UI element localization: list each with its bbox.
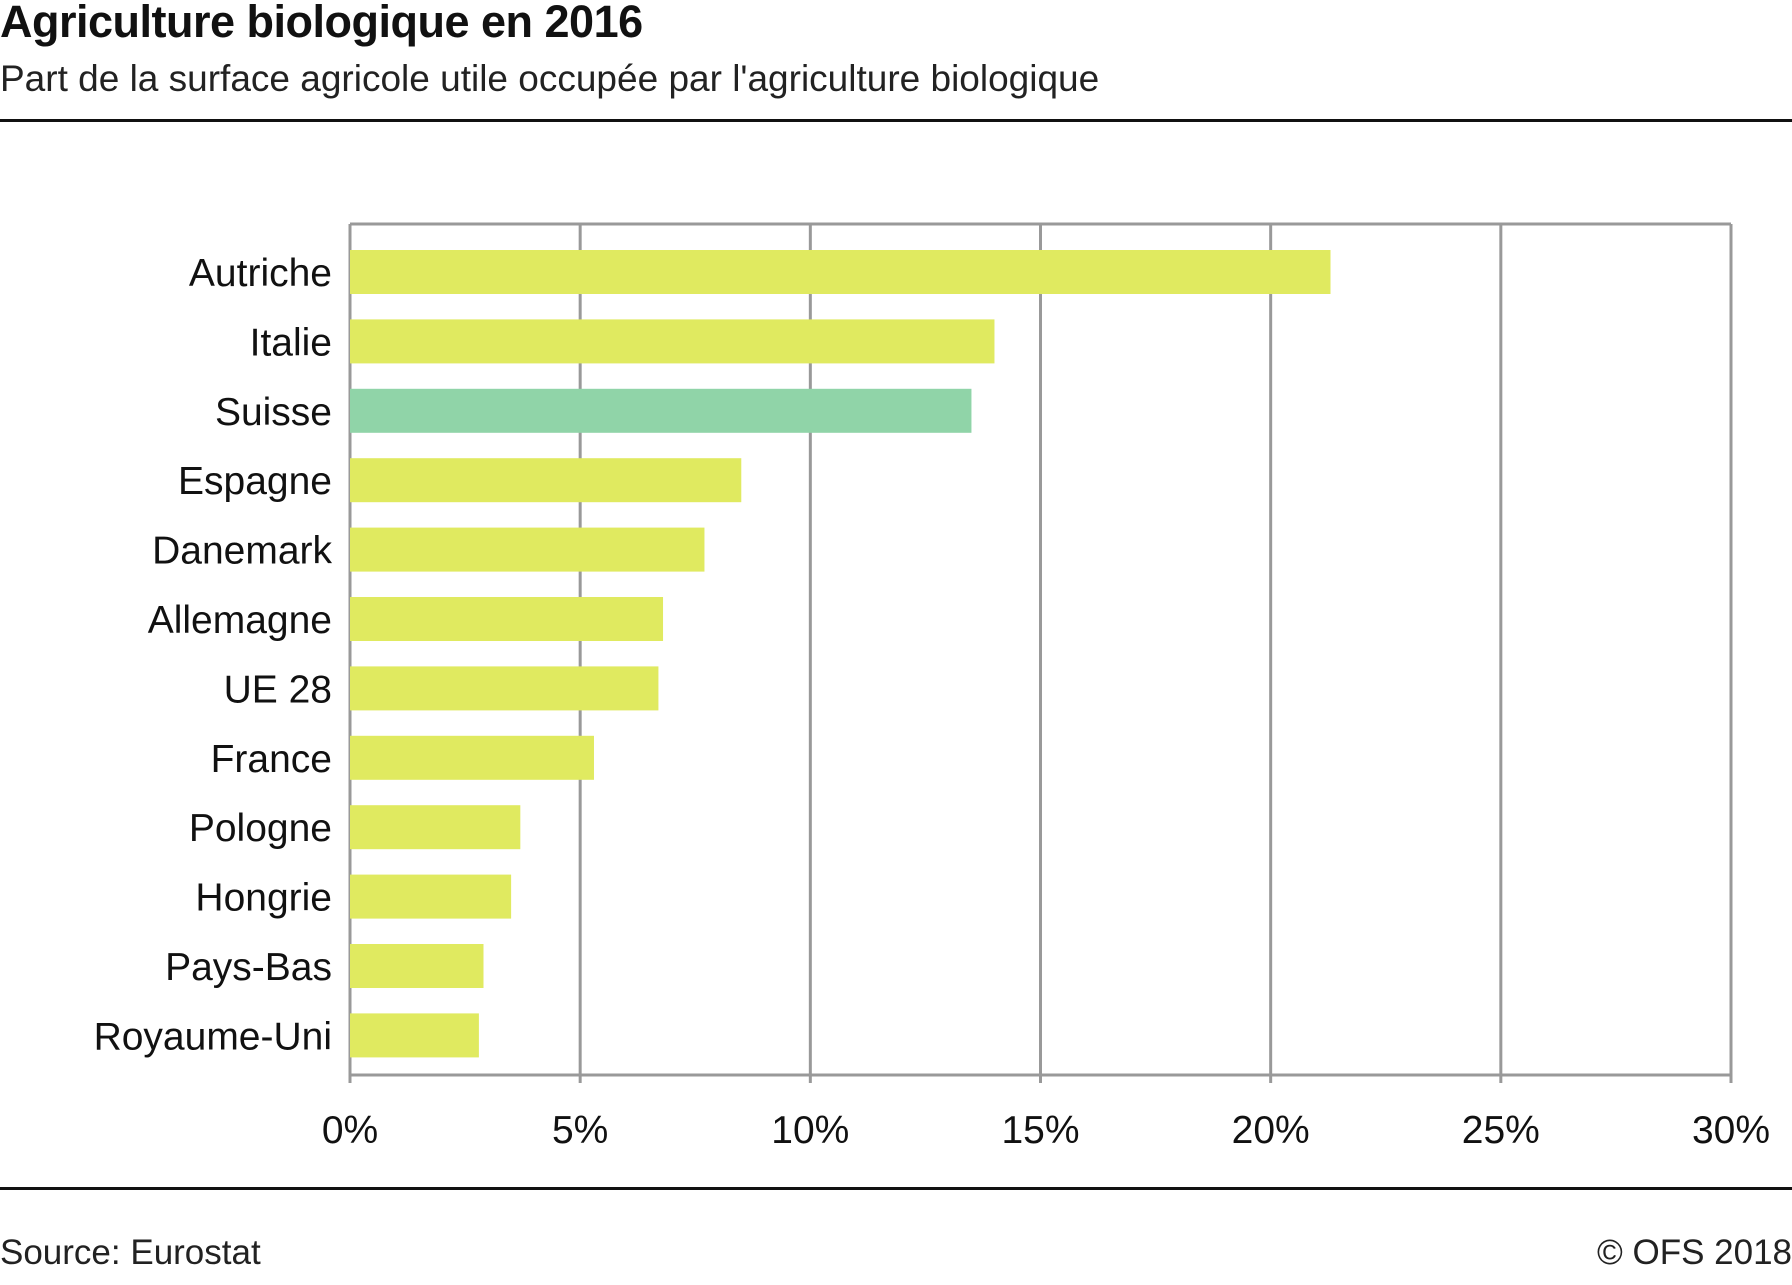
x-tick-label: 10% bbox=[771, 1109, 849, 1152]
top-divider bbox=[0, 119, 1792, 122]
category-label: Pays-Bas bbox=[165, 946, 332, 989]
category-label: Allemagne bbox=[148, 599, 332, 642]
category-label: Suisse bbox=[215, 391, 332, 434]
bar-ue-28 bbox=[350, 666, 659, 711]
chart-subtitle: Part de la surface agricole utile occupé… bbox=[0, 58, 1100, 99]
category-label: Danemark bbox=[152, 530, 332, 573]
category-label: France bbox=[211, 738, 332, 781]
bar-espagne bbox=[350, 458, 742, 503]
category-label: Hongrie bbox=[195, 877, 332, 920]
bar-autriche bbox=[350, 250, 1331, 294]
category-label: Italie bbox=[250, 321, 332, 364]
chart-title: Agriculture biologique en 2016 bbox=[0, 0, 643, 47]
bottom-divider bbox=[0, 1187, 1792, 1190]
category-label: Autriche bbox=[189, 252, 332, 295]
bar-allemagne bbox=[350, 597, 664, 641]
x-tick-label: 0% bbox=[322, 1109, 378, 1152]
bar-france bbox=[350, 735, 594, 780]
bar-pologne bbox=[350, 805, 521, 850]
category-label: Espagne bbox=[178, 460, 332, 503]
x-tick-label: 30% bbox=[1692, 1109, 1770, 1152]
copyright-note: © OFS 2018 bbox=[1596, 1233, 1792, 1272]
bar-italie bbox=[350, 319, 995, 364]
bar-danemark bbox=[350, 527, 705, 572]
x-tick-label: 5% bbox=[552, 1109, 608, 1152]
category-label: Pologne bbox=[189, 807, 332, 850]
source-note: Source: Eurostat bbox=[0, 1233, 261, 1272]
bar-suisse bbox=[350, 388, 972, 433]
x-tick-label: 25% bbox=[1462, 1109, 1540, 1152]
category-label: UE 28 bbox=[224, 668, 332, 711]
bar-pays-bas bbox=[350, 944, 484, 988]
bar-royaume-uni bbox=[350, 1013, 479, 1058]
x-tick-label: 20% bbox=[1232, 1109, 1310, 1152]
bar-hongrie bbox=[350, 874, 512, 919]
category-label: Royaume-Uni bbox=[94, 1015, 332, 1058]
x-tick-label: 15% bbox=[1001, 1109, 1079, 1152]
